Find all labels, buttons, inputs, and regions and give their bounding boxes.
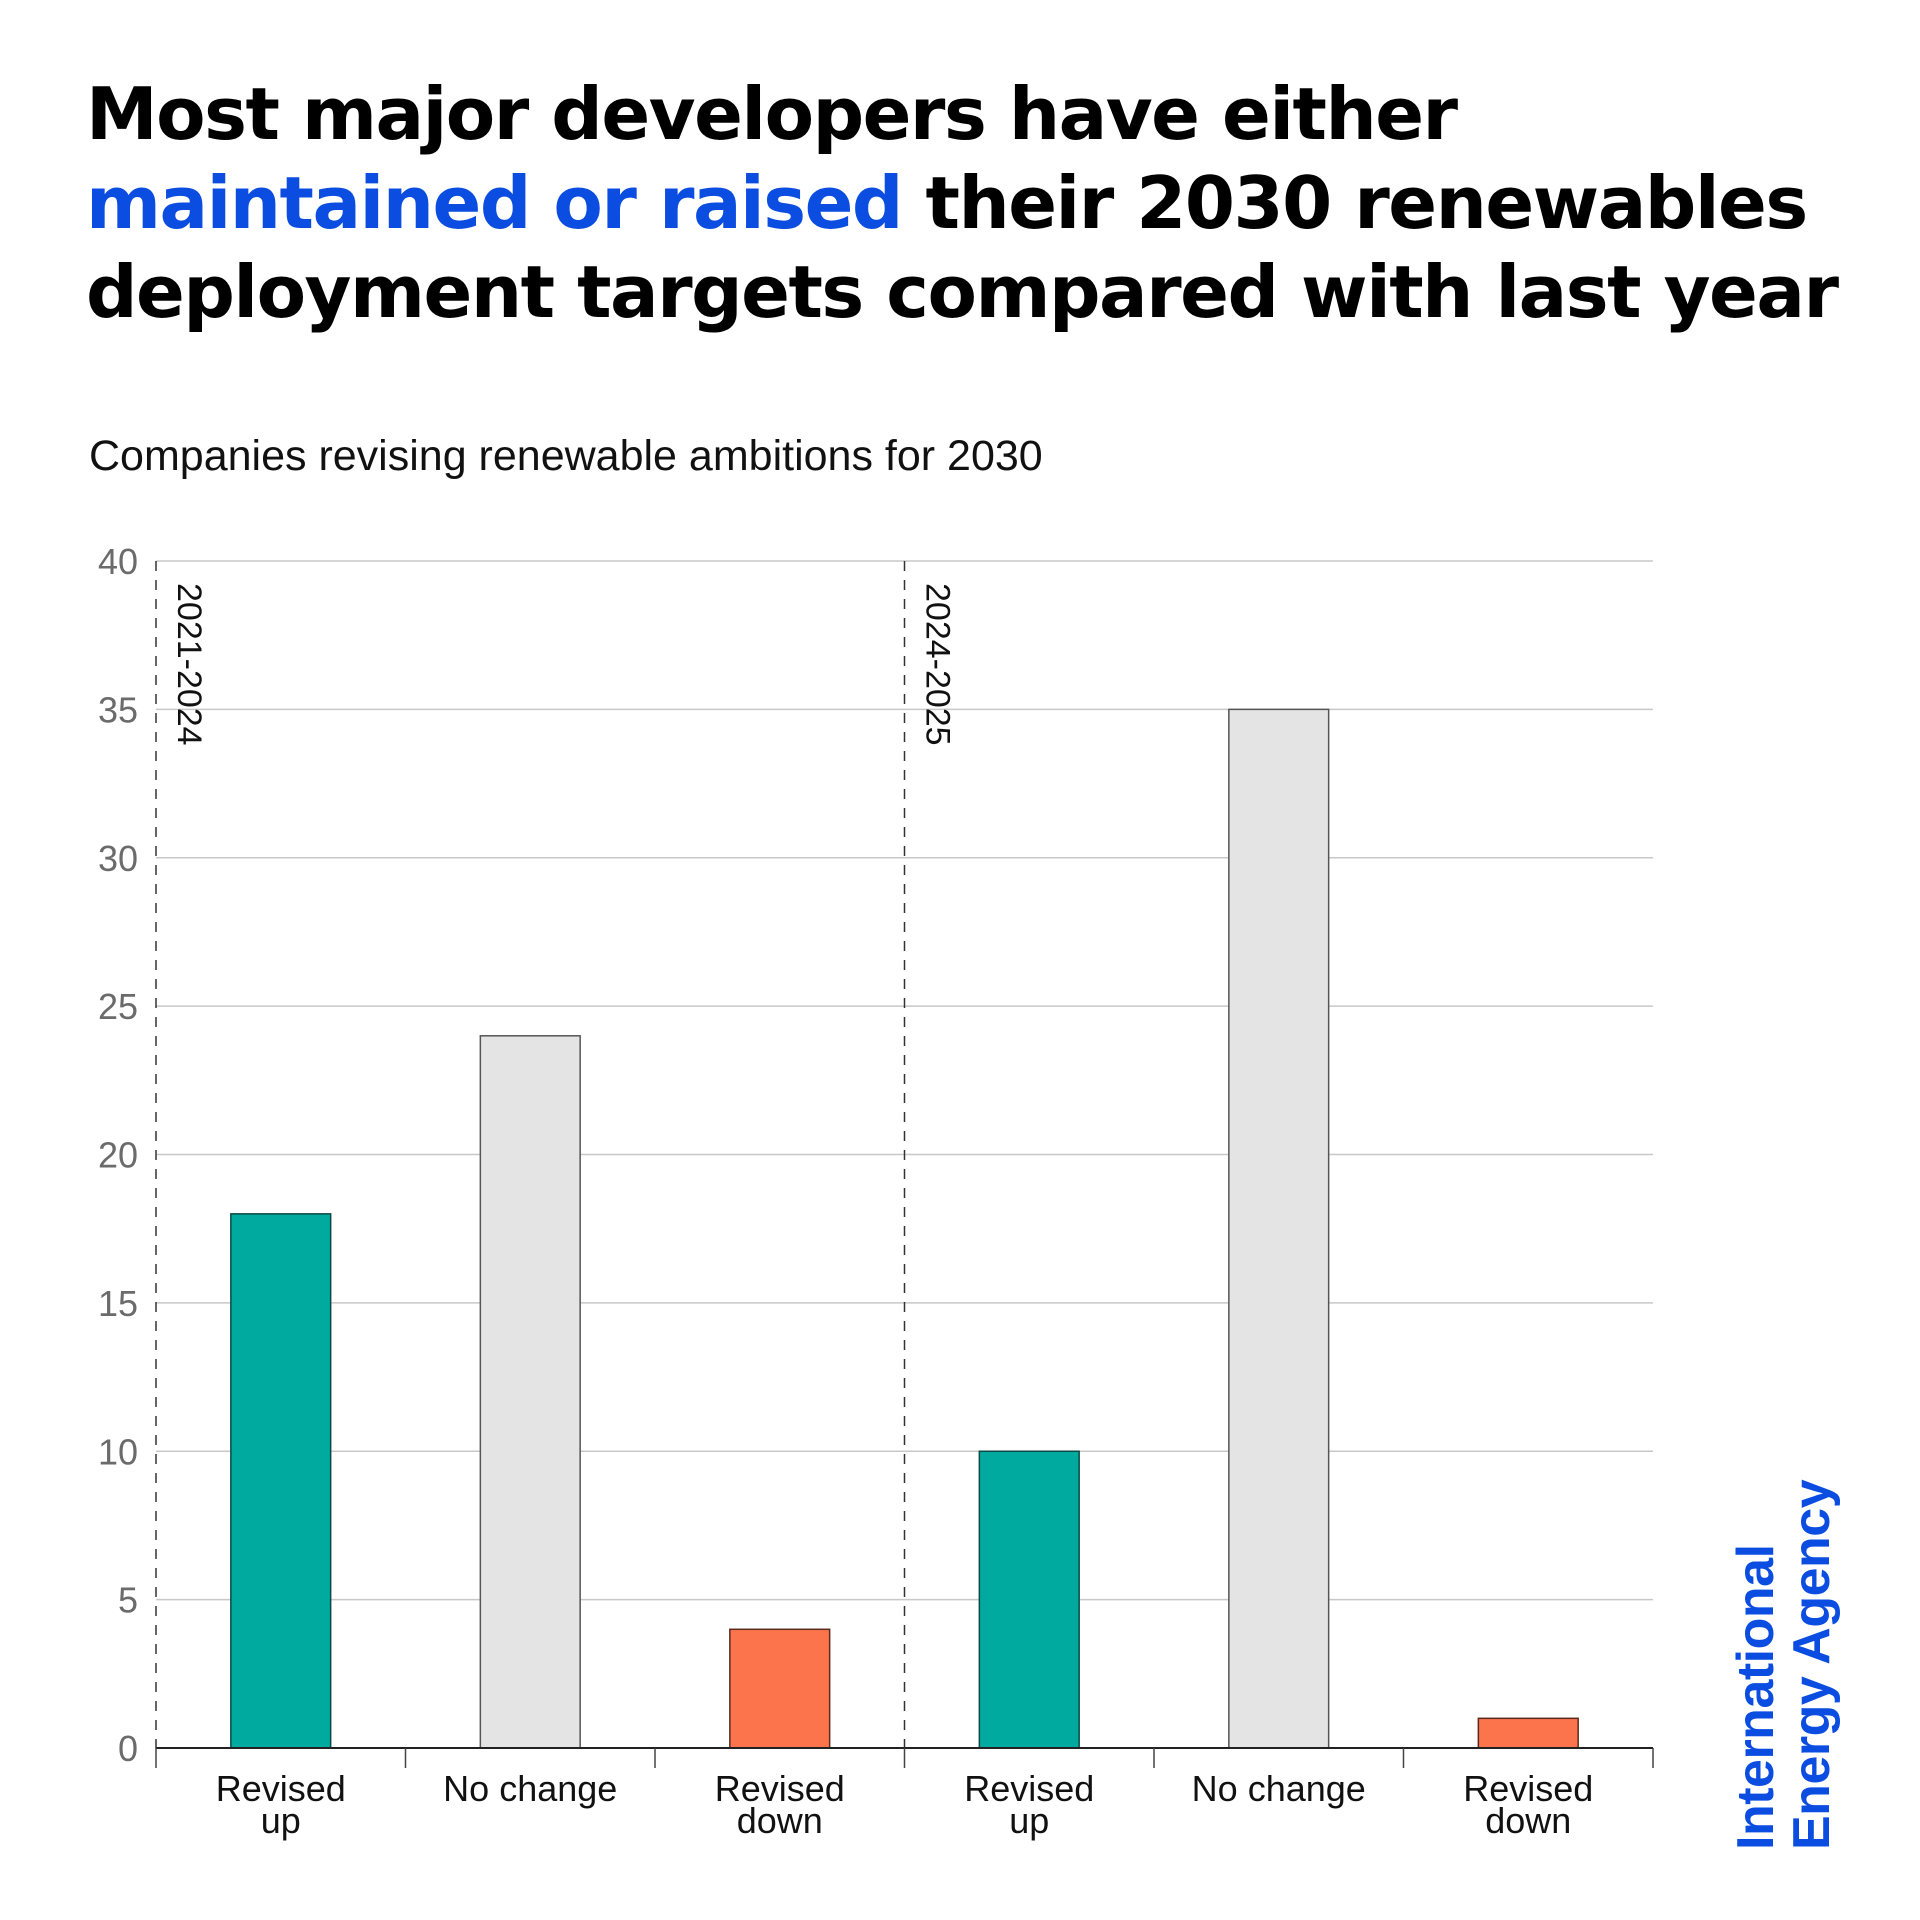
y-tick-label: 0	[118, 1728, 138, 1769]
x-tick-label: down	[737, 1800, 823, 1841]
x-tick-label: up	[1009, 1800, 1049, 1841]
bar	[479, 1035, 581, 1749]
chart-subtitle: Companies revising renewable ambitions f…	[89, 432, 1043, 480]
bar	[729, 1628, 831, 1749]
x-tick-label: up	[261, 1800, 301, 1841]
title-part: their 2030 renewables deployment targets…	[86, 161, 1839, 334]
period-label: 2024-2025	[919, 583, 957, 746]
x-tick-label: Revised	[715, 1768, 845, 1809]
x-tick-label: Revised	[964, 1768, 1094, 1809]
y-tick-label: 25	[98, 986, 138, 1027]
y-tick-label: 15	[98, 1283, 138, 1324]
bar	[1228, 708, 1330, 1749]
iea-logo: International Energy Agency	[1727, 1479, 1841, 1850]
x-tick-label: No change	[1192, 1768, 1366, 1809]
y-axis-ticks: 0 5 10 15 20 25 30 35 40	[98, 541, 138, 1769]
y-tick-label: 30	[98, 838, 138, 879]
bars	[230, 708, 1579, 1749]
period-dividers: 2021-2024 2024-2025	[155, 561, 957, 1748]
bar	[1477, 1717, 1579, 1749]
bar	[978, 1450, 1080, 1749]
logo-line-2: Energy Agency	[1783, 1479, 1841, 1850]
bar	[230, 1213, 332, 1749]
period-label: 2021-2024	[170, 583, 208, 746]
y-tick-label: 20	[98, 1135, 138, 1176]
chart-title: Most major developers have either mainta…	[86, 70, 1846, 337]
x-tick-label: down	[1485, 1800, 1571, 1841]
y-tick-label: 40	[98, 541, 138, 582]
y-tick-label: 10	[98, 1431, 138, 1472]
x-tick-label: Revised	[216, 1768, 346, 1809]
x-tick-label: Revised	[1463, 1768, 1593, 1809]
title-part: Most major developers have either	[86, 72, 1458, 156]
x-tick-label: No change	[443, 1768, 617, 1809]
y-tick-label: 5	[118, 1580, 138, 1621]
y-tick-label: 35	[98, 689, 138, 730]
x-axis	[155, 1747, 1654, 1768]
logo-line-1: International	[1727, 1544, 1785, 1850]
title-highlight: maintained or raised	[86, 161, 903, 245]
